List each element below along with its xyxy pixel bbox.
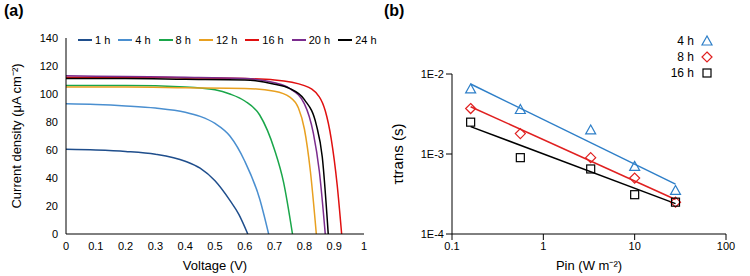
svg-text:τtrans (s): τtrans (s) xyxy=(389,124,406,185)
svg-text:120: 120 xyxy=(40,60,58,72)
svg-text:10: 10 xyxy=(629,240,641,252)
html-text:4 h: 4 h xyxy=(135,34,151,46)
html-text:4 h: 4 h xyxy=(677,34,694,48)
svg-text:1E-4: 1E-4 xyxy=(421,228,444,240)
svg-text:0.1: 0.1 xyxy=(444,240,459,252)
svg-text:0.7: 0.7 xyxy=(267,240,282,252)
html-text:24 h: 24 h xyxy=(355,34,377,46)
svg-text:0.6: 0.6 xyxy=(237,240,252,252)
html-text:(a): (a) xyxy=(4,2,24,19)
svg-text:Pin (W m⁻²): Pin (W m⁻²) xyxy=(556,258,622,273)
svg-text:Current density (μA cm⁻²): Current density (μA cm⁻²) xyxy=(9,63,24,208)
svg-text:0: 0 xyxy=(52,228,58,240)
svg-text:1: 1 xyxy=(361,240,367,252)
svg-text:40: 40 xyxy=(46,172,58,184)
svg-text:0.9: 0.9 xyxy=(327,240,342,252)
html-text:12 h: 12 h xyxy=(215,34,238,46)
svg-text:1E-2: 1E-2 xyxy=(421,68,444,80)
svg-text:Voltage (V): Voltage (V) xyxy=(183,258,247,273)
svg-text:140: 140 xyxy=(40,32,58,44)
html-text:1 h: 1 h xyxy=(95,34,111,46)
svg-text:1: 1 xyxy=(540,240,546,252)
html-text:16 h: 16 h xyxy=(262,34,284,46)
html-text:20 h: 20 h xyxy=(308,34,331,46)
svg-text:1E-3: 1E-3 xyxy=(421,148,444,160)
svg-text:0.8: 0.8 xyxy=(297,240,312,252)
svg-text:100: 100 xyxy=(40,88,58,100)
svg-text:0: 0 xyxy=(63,240,69,252)
svg-text:60: 60 xyxy=(46,144,58,156)
html-text:(b): (b) xyxy=(384,2,405,19)
svg-text:0.5: 0.5 xyxy=(207,240,222,252)
html-text:16 h: 16 h xyxy=(670,66,694,80)
svg-text:20: 20 xyxy=(46,200,58,212)
svg-text:0.2: 0.2 xyxy=(118,240,133,252)
html-text:8 h: 8 h xyxy=(677,50,694,64)
svg-text:0.4: 0.4 xyxy=(178,240,193,252)
svg-text:0.1: 0.1 xyxy=(88,240,103,252)
svg-text:80: 80 xyxy=(46,116,58,128)
html-text:8 h: 8 h xyxy=(175,34,191,46)
svg-text:0.3: 0.3 xyxy=(148,240,163,252)
svg-text:100: 100 xyxy=(717,240,735,252)
